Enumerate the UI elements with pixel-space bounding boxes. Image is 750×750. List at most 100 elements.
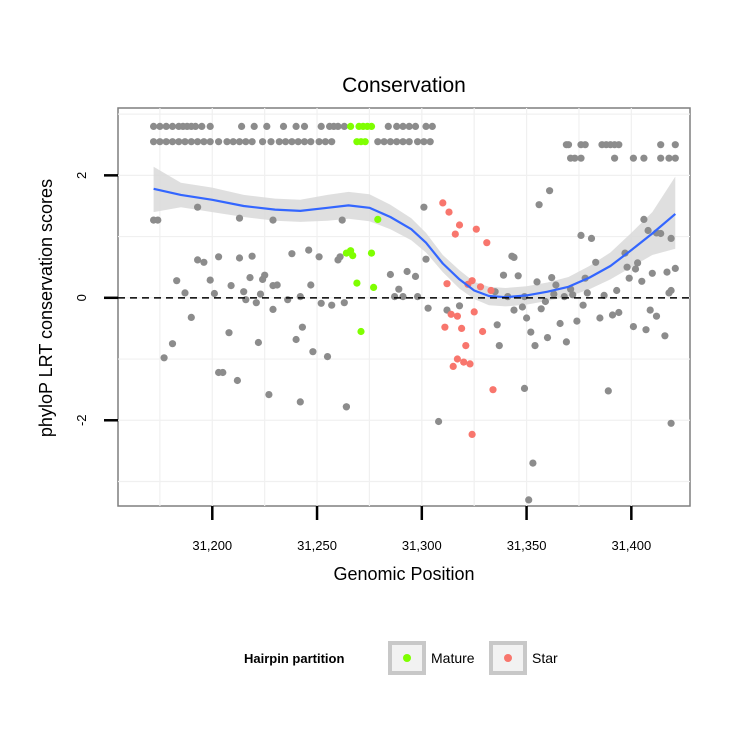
data-point-other: [175, 138, 183, 146]
data-point-other: [259, 138, 267, 146]
data-point-other: [615, 141, 623, 149]
data-point-other: [548, 274, 556, 282]
data-point-other: [215, 368, 223, 377]
data-point-other: [317, 299, 325, 307]
data-point-other: [315, 138, 323, 146]
data-point-other: [514, 272, 522, 280]
data-point-other: [340, 299, 348, 307]
data-point-other: [529, 459, 537, 467]
data-point-other: [156, 122, 164, 130]
data-point-other: [317, 122, 325, 130]
data-point-other: [414, 138, 422, 146]
series-mature: [342, 122, 382, 336]
data-point-star: [447, 310, 455, 318]
data-point-other: [596, 314, 604, 322]
data-point-other: [235, 214, 244, 222]
data-point-other: [399, 122, 407, 130]
data-point-other: [640, 215, 648, 223]
data-point-other: [256, 290, 265, 298]
data-point-other: [393, 122, 401, 130]
legend: Hairpin partition Mature Star: [244, 641, 558, 675]
data-point-other: [200, 138, 208, 146]
data-point-other: [455, 302, 464, 310]
data-point-other: [246, 274, 254, 282]
data-point-other: [328, 301, 336, 309]
data-point-other: [403, 267, 411, 276]
data-point-other: [238, 122, 246, 130]
data-point-other: [198, 122, 206, 130]
data-point-other: [288, 138, 296, 146]
data-point-other: [422, 122, 430, 130]
legend-star-dot: [504, 654, 512, 662]
data-point-other: [235, 138, 244, 146]
smooth-line-layer: [153, 187, 677, 299]
x-axis-title: Genomic Position: [333, 564, 474, 584]
data-point-other: [393, 138, 401, 146]
data-point-other: [629, 154, 638, 162]
data-point-star: [489, 386, 497, 394]
data-point-star: [441, 323, 449, 331]
data-point-other: [422, 255, 430, 263]
x-tick-label: 31,400: [611, 538, 651, 553]
data-point-star: [458, 324, 466, 332]
series-other: [150, 122, 679, 504]
data-point-other: [300, 122, 309, 130]
data-point-other: [608, 311, 617, 319]
data-point-other: [223, 138, 231, 146]
data-point-other: [321, 138, 329, 146]
x-tick-label: 31,350: [507, 538, 547, 553]
data-point-other: [292, 122, 300, 130]
data-point-other: [435, 417, 443, 426]
data-point-other: [261, 271, 269, 279]
data-point-other: [181, 289, 189, 297]
data-point-star: [462, 342, 470, 350]
data-point-other: [405, 122, 413, 130]
data-point-other: [657, 229, 665, 238]
data-point-other: [541, 297, 550, 306]
data-point-other: [294, 138, 302, 146]
data-point-other: [187, 138, 195, 146]
data-point-other: [537, 305, 545, 313]
data-point-other: [296, 398, 304, 406]
data-point-other: [340, 122, 348, 130]
data-point-other: [573, 317, 581, 325]
data-point-other: [631, 265, 640, 273]
data-point-star: [455, 221, 464, 229]
data-point-other: [154, 216, 162, 224]
data-point-other: [510, 306, 518, 314]
data-point-other: [328, 138, 336, 146]
data-point-other: [420, 138, 428, 146]
data-point-other: [215, 253, 223, 261]
data-point-other: [240, 288, 248, 296]
data-point-other: [411, 272, 420, 280]
data-point-other: [334, 122, 342, 130]
data-point-other: [233, 376, 241, 385]
data-point-other: [640, 154, 648, 162]
data-point-mature: [374, 215, 382, 223]
data-point-other: [252, 299, 260, 307]
data-point-other: [657, 154, 665, 162]
plot-panel: [117, 107, 691, 507]
data-point-other: [543, 334, 552, 342]
data-point-other: [235, 254, 244, 262]
data-point-star: [449, 362, 457, 370]
data-point-other: [644, 226, 652, 235]
data-point-star: [453, 312, 461, 320]
data-point-other: [604, 387, 612, 395]
data-point-other: [336, 253, 344, 261]
data-point-other: [305, 246, 313, 254]
y-tick-label: 0: [74, 294, 89, 301]
data-point-other: [671, 141, 679, 149]
data-point-other: [667, 234, 675, 242]
data-point-other: [269, 282, 277, 290]
y-tick-label: -2: [74, 414, 89, 426]
data-point-other: [399, 293, 407, 301]
data-point-other: [342, 403, 350, 411]
data-point-other: [411, 122, 420, 130]
data-point-star: [470, 308, 478, 316]
data-point-other: [587, 234, 596, 242]
data-point-other: [263, 122, 271, 130]
data-point-other: [384, 122, 392, 130]
data-point-other: [420, 203, 428, 211]
legend-item-mature: Mature: [388, 641, 475, 675]
